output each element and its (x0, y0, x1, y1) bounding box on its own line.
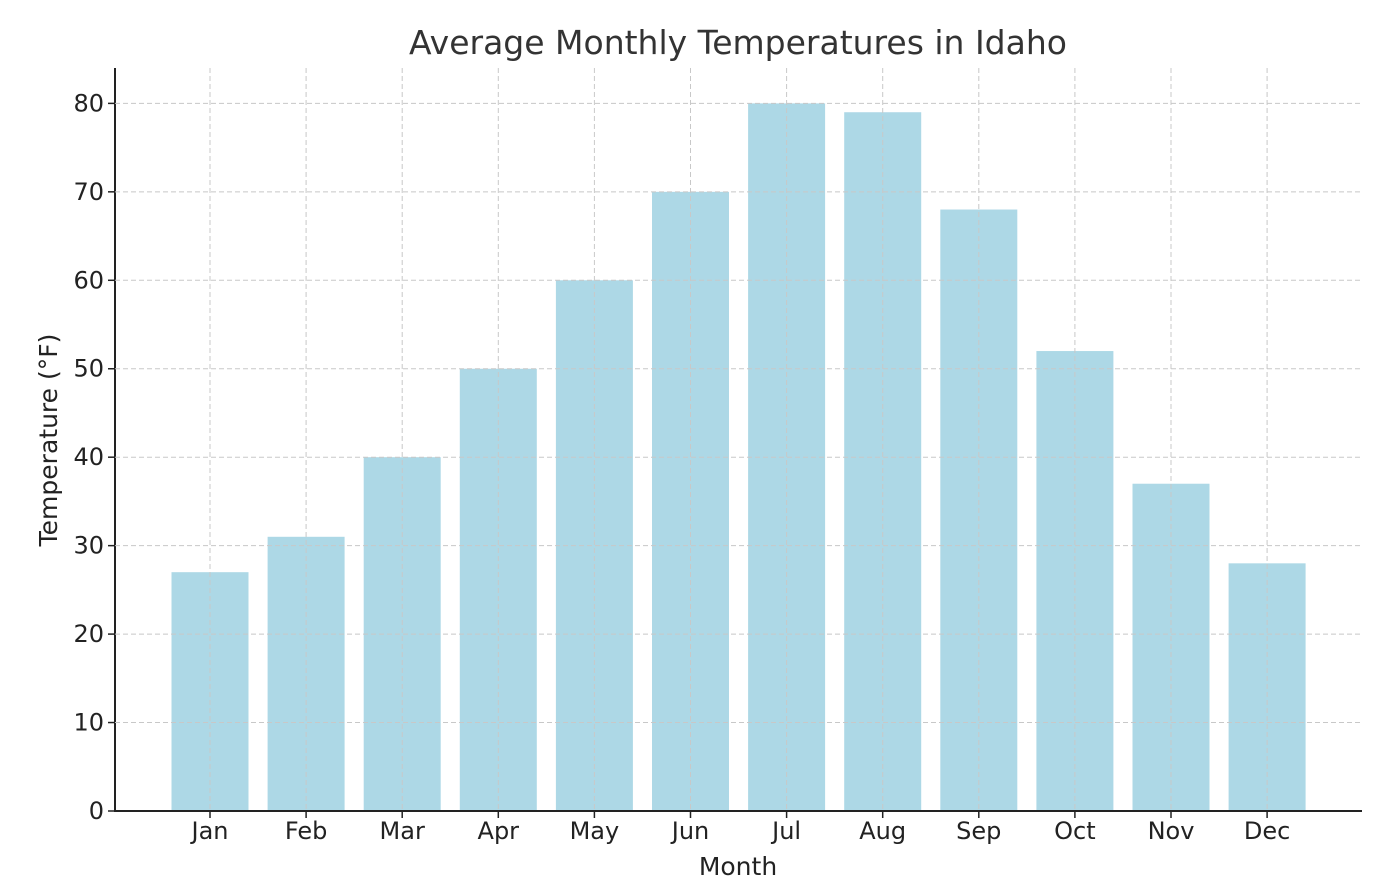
gridlines (115, 68, 1362, 811)
y-tick-label: 70 (73, 178, 104, 206)
x-tick-label: Jun (670, 817, 710, 845)
y-tick-label: 0 (89, 797, 104, 825)
x-tick-label: Feb (285, 817, 328, 845)
bar-jan (171, 572, 249, 811)
y-tick-label: 30 (73, 532, 104, 560)
chart-title: Average Monthly Temperatures in Idaho (409, 23, 1067, 62)
x-tick-label: Jul (770, 817, 801, 845)
x-tick-label: Mar (380, 817, 425, 845)
x-tick-labels: Jan Feb Mar Apr May Jun Jul Aug Sep Oct Nov Dec (190, 811, 1290, 845)
y-axis-label: Temperature (°F) (34, 334, 63, 548)
y-tick-label: 20 (73, 620, 104, 648)
x-tick-label: Dec (1244, 817, 1290, 845)
x-tick-label: Jan (190, 817, 229, 845)
x-tick-label: May (570, 817, 620, 845)
x-tick-label: Sep (956, 817, 1001, 845)
y-tick-label: 80 (73, 89, 104, 117)
y-tick-label: 10 (73, 709, 104, 737)
x-tick-label: Aug (859, 817, 906, 845)
y-tick-label: 40 (73, 443, 104, 471)
bar-feb (267, 536, 345, 811)
x-axis-label: Month (699, 852, 777, 881)
y-tick-labels: 0 10 20 30 40 50 60 70 80 (73, 89, 115, 825)
x-tick-label: Oct (1054, 817, 1096, 845)
x-tick-label: Apr (478, 817, 520, 845)
y-tick-label: 50 (73, 355, 104, 383)
y-tick-label: 60 (73, 266, 104, 294)
x-tick-label: Nov (1148, 817, 1195, 845)
